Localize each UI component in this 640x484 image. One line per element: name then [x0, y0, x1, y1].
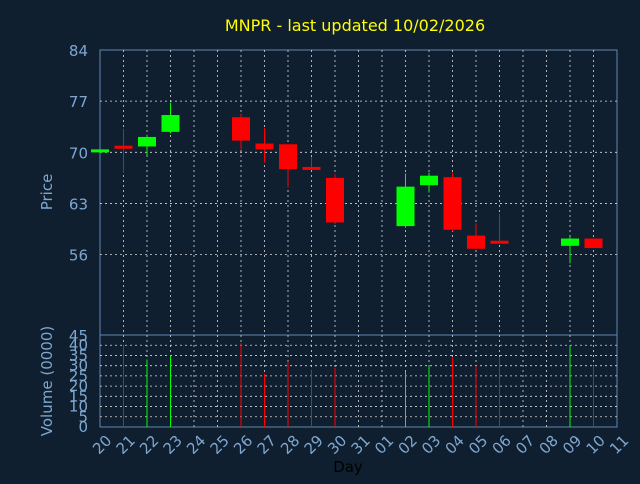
candle-body — [161, 115, 180, 132]
candle-body — [584, 238, 603, 249]
price-tick-label: 84 — [69, 42, 88, 60]
candlestick — [138, 134, 156, 156]
volume-tick-label: 35 — [69, 346, 88, 364]
x-tick-label: 02 — [395, 432, 421, 458]
volume-tick-label: 15 — [69, 387, 88, 405]
x-tick-label: 06 — [489, 432, 515, 458]
x-tick-label: 29 — [301, 432, 327, 458]
x-tick-label: 25 — [207, 432, 233, 458]
candle-body — [279, 144, 297, 170]
candlestick — [279, 144, 297, 188]
candle-body — [138, 136, 156, 147]
candle-body — [443, 177, 462, 230]
x-tick-label: 23 — [160, 432, 186, 458]
price-tick-label: 56 — [69, 247, 88, 265]
candlestick — [326, 174, 344, 224]
candlestick — [232, 113, 250, 150]
candlestick — [443, 172, 462, 232]
x-tick-label: 01 — [371, 432, 397, 458]
candle-body — [396, 186, 415, 227]
candle-body — [490, 240, 509, 244]
price-tick-label: 77 — [69, 93, 88, 111]
candle-body — [114, 145, 133, 149]
candle-body — [420, 175, 438, 186]
x-tick-label: 08 — [536, 432, 562, 458]
x-tick-label: 10 — [583, 432, 609, 458]
x-tick-label: 11 — [606, 432, 632, 458]
volume-tick-label: 0 — [78, 418, 88, 436]
x-tick-label: 09 — [559, 432, 585, 458]
price-panel: 84 77 70 63 56 45 — [69, 42, 618, 345]
candlestick — [490, 213, 509, 244]
x-tick-label: 30 — [324, 432, 350, 458]
candle-body — [302, 166, 321, 170]
x-tick-label: 27 — [254, 432, 280, 458]
candlestick — [91, 149, 109, 154]
candlestick — [584, 238, 603, 249]
price-tick-label: 45 — [69, 327, 88, 345]
volume-tick-label: 5 — [78, 408, 88, 426]
candlestick — [161, 102, 180, 134]
candlestick — [302, 157, 321, 170]
price-axis-label: Price — [38, 174, 56, 211]
volume-tick-label: 40 — [69, 336, 88, 354]
price-tick-label: 70 — [69, 144, 88, 162]
volume-tick-label: 20 — [69, 377, 88, 395]
candle-body — [255, 143, 274, 150]
candle-body — [232, 117, 250, 141]
candlestick — [396, 173, 415, 228]
x-tick-label: 22 — [136, 432, 162, 458]
price-plot-frame — [99, 49, 618, 336]
x-axis-label: Day — [333, 458, 363, 476]
candle-body — [326, 177, 344, 223]
x-tick-label: 05 — [465, 432, 491, 458]
volume-panel: 4035302520151050202122232425262728293031… — [69, 334, 632, 458]
volume-tick-label: 25 — [69, 367, 88, 385]
x-tick-label: 03 — [418, 432, 444, 458]
candlestick — [420, 172, 438, 193]
x-tick-label: 07 — [512, 432, 538, 458]
volume-tick-label: 30 — [69, 357, 88, 375]
x-tick-label: 04 — [442, 432, 468, 458]
x-tick-label: 31 — [348, 432, 374, 458]
price-tick-label: 63 — [69, 195, 88, 213]
volume-tick-label: 10 — [69, 398, 88, 416]
candle-body — [467, 235, 485, 249]
x-tick-label: 28 — [277, 432, 303, 458]
candlestick — [114, 128, 133, 173]
x-tick-label: 20 — [89, 432, 115, 458]
candle-body — [561, 238, 579, 246]
candle-body — [91, 149, 109, 153]
chart-title: MNPR - last updated 10/02/2026 — [225, 16, 485, 35]
candlestick — [255, 128, 274, 163]
candlestick — [561, 237, 579, 264]
x-tick-label: 26 — [230, 432, 256, 458]
volume-axis-label: Volume (0000) — [38, 326, 56, 436]
x-tick-label: 24 — [183, 432, 209, 458]
x-tick-label: 21 — [113, 432, 139, 458]
candlestick — [467, 223, 485, 249]
